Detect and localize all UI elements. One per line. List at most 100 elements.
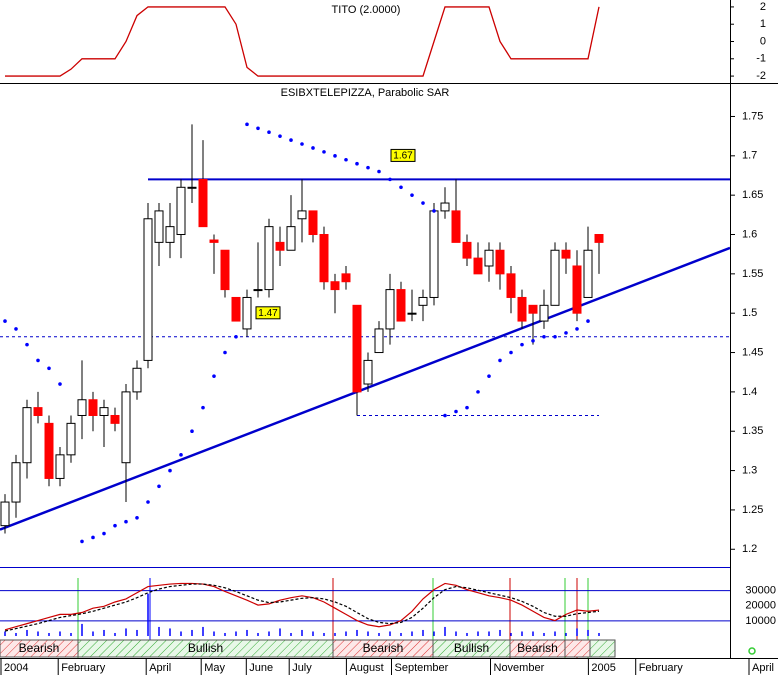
status-icon (748, 647, 756, 655)
y-tick-label: 2 (760, 1, 766, 13)
sar-dot (542, 335, 546, 339)
candle-body (275, 241, 285, 251)
candle-body (143, 218, 153, 361)
sar-dot (124, 519, 128, 524)
sar-dot (267, 130, 271, 135)
candle-body (451, 210, 461, 243)
regime-label: Bearish (363, 641, 404, 655)
candle-body (418, 296, 428, 306)
level-tag-box (255, 306, 281, 320)
sar-dot (465, 405, 469, 410)
candle-body (341, 273, 351, 283)
candle-body (231, 296, 241, 322)
y-tick-label: 1.35 (742, 425, 763, 437)
sar-dot (520, 342, 524, 347)
sar-dot (190, 429, 194, 434)
y-tick-label: 1.6 (742, 228, 757, 240)
candle-body (583, 249, 593, 298)
sar-dot (157, 484, 161, 489)
sar-dot (355, 161, 359, 166)
sar-dot (25, 342, 29, 347)
candle-body (77, 399, 87, 416)
regime-label: Bullish (454, 641, 489, 655)
candle-body (66, 422, 76, 456)
candle-body (319, 234, 329, 283)
sar-dot (311, 146, 315, 150)
y-tick-label: 1.45 (742, 346, 763, 358)
candle-body (396, 289, 406, 322)
sar-dot (80, 539, 84, 544)
x-tick-label: April (149, 662, 171, 674)
sar-dot (146, 500, 150, 504)
candle-body (429, 210, 439, 298)
sar-dot (91, 535, 95, 540)
candle-body (242, 296, 252, 330)
sar-dot (410, 193, 414, 197)
x-tick-label: 2005 (591, 662, 615, 674)
level-tag: 1.47 (258, 308, 278, 319)
x-tick-label: November (494, 662, 545, 674)
candle-body (121, 391, 131, 464)
y-tick-label: 1.75 (742, 110, 763, 122)
sar-dot (256, 126, 260, 131)
y-tick-label: 1.4 (742, 386, 757, 398)
sar-dot (377, 169, 381, 174)
candle-body (374, 328, 384, 354)
sar-dot (179, 453, 183, 457)
sar-dot (454, 409, 458, 414)
regime-label: Bullish (188, 641, 223, 655)
sar-dot (575, 327, 579, 331)
regime-band (589, 639, 616, 658)
candle-body (0, 501, 10, 527)
regime-band (564, 639, 591, 658)
y-tick-label: 1.3 (742, 464, 757, 476)
candle-body (11, 462, 21, 503)
sar-dot (421, 201, 425, 205)
y-tick-label: 20000 (745, 600, 776, 612)
sar-dot (344, 157, 348, 162)
trend-line (0, 246, 730, 531)
candle-body (495, 249, 505, 275)
sar-dot (399, 185, 403, 190)
candle-body (110, 414, 120, 424)
y-tick-label: 0 (760, 35, 766, 47)
sar-dot (3, 319, 7, 323)
candle-body (220, 249, 230, 291)
sar-dot (498, 358, 502, 363)
candle-body (297, 210, 307, 220)
sar-dot (443, 413, 447, 418)
regime-label: Bearish (517, 641, 558, 655)
y-tick-label: -1 (756, 53, 766, 65)
candle-body (33, 407, 43, 416)
chart-title: TITO (2.0000) (332, 4, 401, 16)
candle-body (352, 304, 362, 393)
sar-dot (47, 366, 51, 371)
candle-body (539, 304, 549, 322)
sar-dot (58, 382, 62, 386)
sar-dot (135, 515, 139, 520)
sar-dot (212, 374, 216, 378)
sar-dot (201, 405, 205, 410)
regime-label: Bearish (19, 641, 60, 655)
candle-body (209, 239, 219, 243)
candle-body (363, 359, 373, 385)
candle-body (154, 210, 164, 243)
sar-dot (223, 350, 227, 355)
candle-body (286, 226, 296, 251)
sar-dot (487, 374, 491, 378)
x-tick-label: May (204, 662, 225, 674)
level-tag: 1.67 (393, 151, 413, 162)
sar-dot (113, 523, 117, 528)
y-tick-label: 1.55 (742, 268, 763, 280)
indicator-line (5, 6, 600, 77)
candle-body (385, 289, 395, 330)
x-tick-label: 2004 (4, 662, 28, 674)
sar-dot (509, 350, 513, 355)
sar-dot (168, 468, 172, 473)
candle-body (440, 202, 450, 212)
candle-body (594, 234, 604, 243)
candle-body (517, 296, 527, 322)
candle-body (407, 312, 417, 315)
sar-dot (432, 209, 436, 213)
